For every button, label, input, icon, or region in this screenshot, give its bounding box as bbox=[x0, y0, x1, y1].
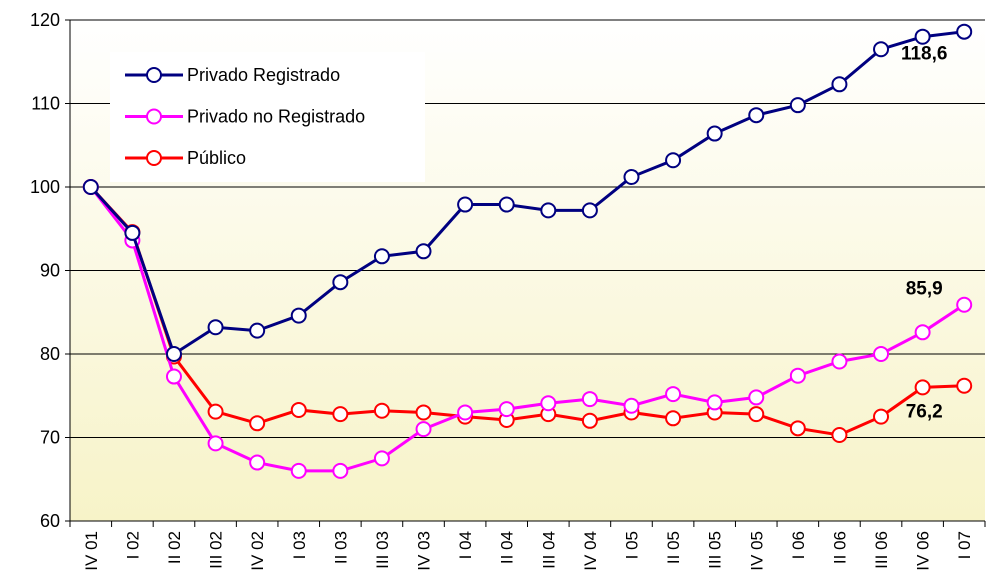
data-point bbox=[581, 202, 598, 219]
x-tick-label: I 04 bbox=[456, 531, 475, 559]
data-point bbox=[290, 307, 307, 324]
x-tick-label: I 06 bbox=[789, 531, 808, 559]
y-tick-label: 90 bbox=[40, 261, 60, 281]
data-point bbox=[415, 421, 432, 438]
x-tick-label: III 06 bbox=[872, 531, 891, 569]
data-point bbox=[706, 125, 723, 142]
data-point bbox=[789, 367, 806, 384]
data-point bbox=[706, 394, 723, 411]
data-point bbox=[290, 401, 307, 418]
x-tick-label: IV 01 bbox=[82, 531, 101, 571]
data-point bbox=[373, 402, 390, 419]
y-tick-label: 100 bbox=[30, 177, 60, 197]
data-point bbox=[623, 397, 640, 414]
y-tick-label: 80 bbox=[40, 344, 60, 364]
x-tick-label: IV 02 bbox=[248, 531, 267, 571]
data-point bbox=[789, 420, 806, 437]
data-point bbox=[249, 415, 266, 432]
x-tick-label: I 02 bbox=[123, 531, 142, 559]
x-tick-label: II 02 bbox=[165, 531, 184, 564]
data-point bbox=[914, 324, 931, 341]
series-line bbox=[89, 186, 966, 473]
data-point bbox=[332, 462, 349, 479]
data-point bbox=[249, 454, 266, 471]
legend-marker bbox=[146, 67, 162, 83]
data-point bbox=[831, 426, 848, 443]
data-point bbox=[956, 296, 973, 313]
data-point bbox=[665, 410, 682, 427]
series-line bbox=[89, 185, 965, 437]
data-label: 85,9 bbox=[906, 279, 943, 300]
x-tick-label: IV 04 bbox=[581, 531, 600, 571]
data-point bbox=[165, 368, 182, 385]
data-point bbox=[457, 196, 474, 213]
data-point bbox=[415, 404, 432, 421]
x-tick-label: III 04 bbox=[539, 531, 558, 569]
data-point bbox=[623, 168, 640, 185]
series-line bbox=[89, 30, 965, 357]
data-point bbox=[748, 406, 765, 423]
x-tick-label: II 03 bbox=[331, 531, 350, 564]
data-point bbox=[290, 462, 307, 479]
data-point bbox=[249, 322, 266, 339]
data-point bbox=[665, 152, 682, 169]
data-point bbox=[789, 97, 806, 114]
data-point bbox=[373, 248, 390, 265]
y-tick-label: 110 bbox=[31, 94, 60, 114]
data-point bbox=[581, 412, 598, 429]
data-point bbox=[665, 386, 682, 403]
x-tick-label: II 04 bbox=[498, 531, 517, 564]
data-point bbox=[457, 404, 474, 421]
x-tick-label: IV 03 bbox=[415, 531, 434, 571]
data-point bbox=[914, 379, 931, 396]
data-label: 76,2 bbox=[906, 402, 943, 423]
data-point bbox=[207, 435, 224, 452]
legend-label: Privado no Registrado bbox=[187, 107, 365, 127]
data-point bbox=[332, 274, 349, 291]
data-point bbox=[498, 196, 515, 213]
data-point bbox=[415, 243, 432, 260]
x-tick-label: III 05 bbox=[706, 531, 725, 569]
x-tick-label: I 03 bbox=[290, 531, 309, 559]
data-point bbox=[831, 353, 848, 370]
y-tick-label: 120 bbox=[30, 10, 60, 30]
data-point bbox=[207, 403, 224, 420]
y-tick-label: 60 bbox=[40, 511, 60, 531]
data-point bbox=[831, 76, 848, 93]
legend-marker bbox=[146, 108, 162, 125]
legend-label: Privado Registrado bbox=[187, 65, 340, 85]
data-point bbox=[748, 107, 765, 124]
x-tick-label: IV 06 bbox=[914, 531, 933, 571]
x-tick-label: II 06 bbox=[830, 531, 849, 564]
x-tick-label: III 02 bbox=[207, 531, 226, 569]
x-tick-label: I 07 bbox=[955, 531, 974, 559]
data-point bbox=[581, 391, 598, 408]
data-point bbox=[873, 408, 890, 425]
data-point bbox=[82, 179, 99, 195]
data-point bbox=[873, 346, 890, 362]
data-point bbox=[748, 389, 765, 406]
data-point bbox=[498, 401, 515, 418]
legend-marker bbox=[146, 150, 162, 166]
y-tick-label: 70 bbox=[40, 428, 60, 448]
data-point bbox=[956, 377, 973, 394]
data-point bbox=[914, 28, 931, 45]
data-point bbox=[540, 202, 557, 219]
x-tick-label: IV 05 bbox=[747, 531, 766, 571]
x-tick-label: III 03 bbox=[373, 531, 392, 569]
data-label: 118,6 bbox=[901, 44, 948, 65]
x-tick-label: II 05 bbox=[664, 531, 683, 564]
data-point bbox=[373, 450, 390, 467]
x-tick-label: I 05 bbox=[622, 531, 641, 559]
data-point bbox=[332, 406, 349, 423]
data-point bbox=[873, 41, 890, 58]
data-point bbox=[207, 319, 224, 336]
data-point bbox=[165, 346, 182, 362]
data-point bbox=[956, 23, 973, 40]
data-point bbox=[540, 395, 557, 412]
legend-label: Público bbox=[187, 148, 246, 168]
data-point bbox=[124, 224, 141, 241]
